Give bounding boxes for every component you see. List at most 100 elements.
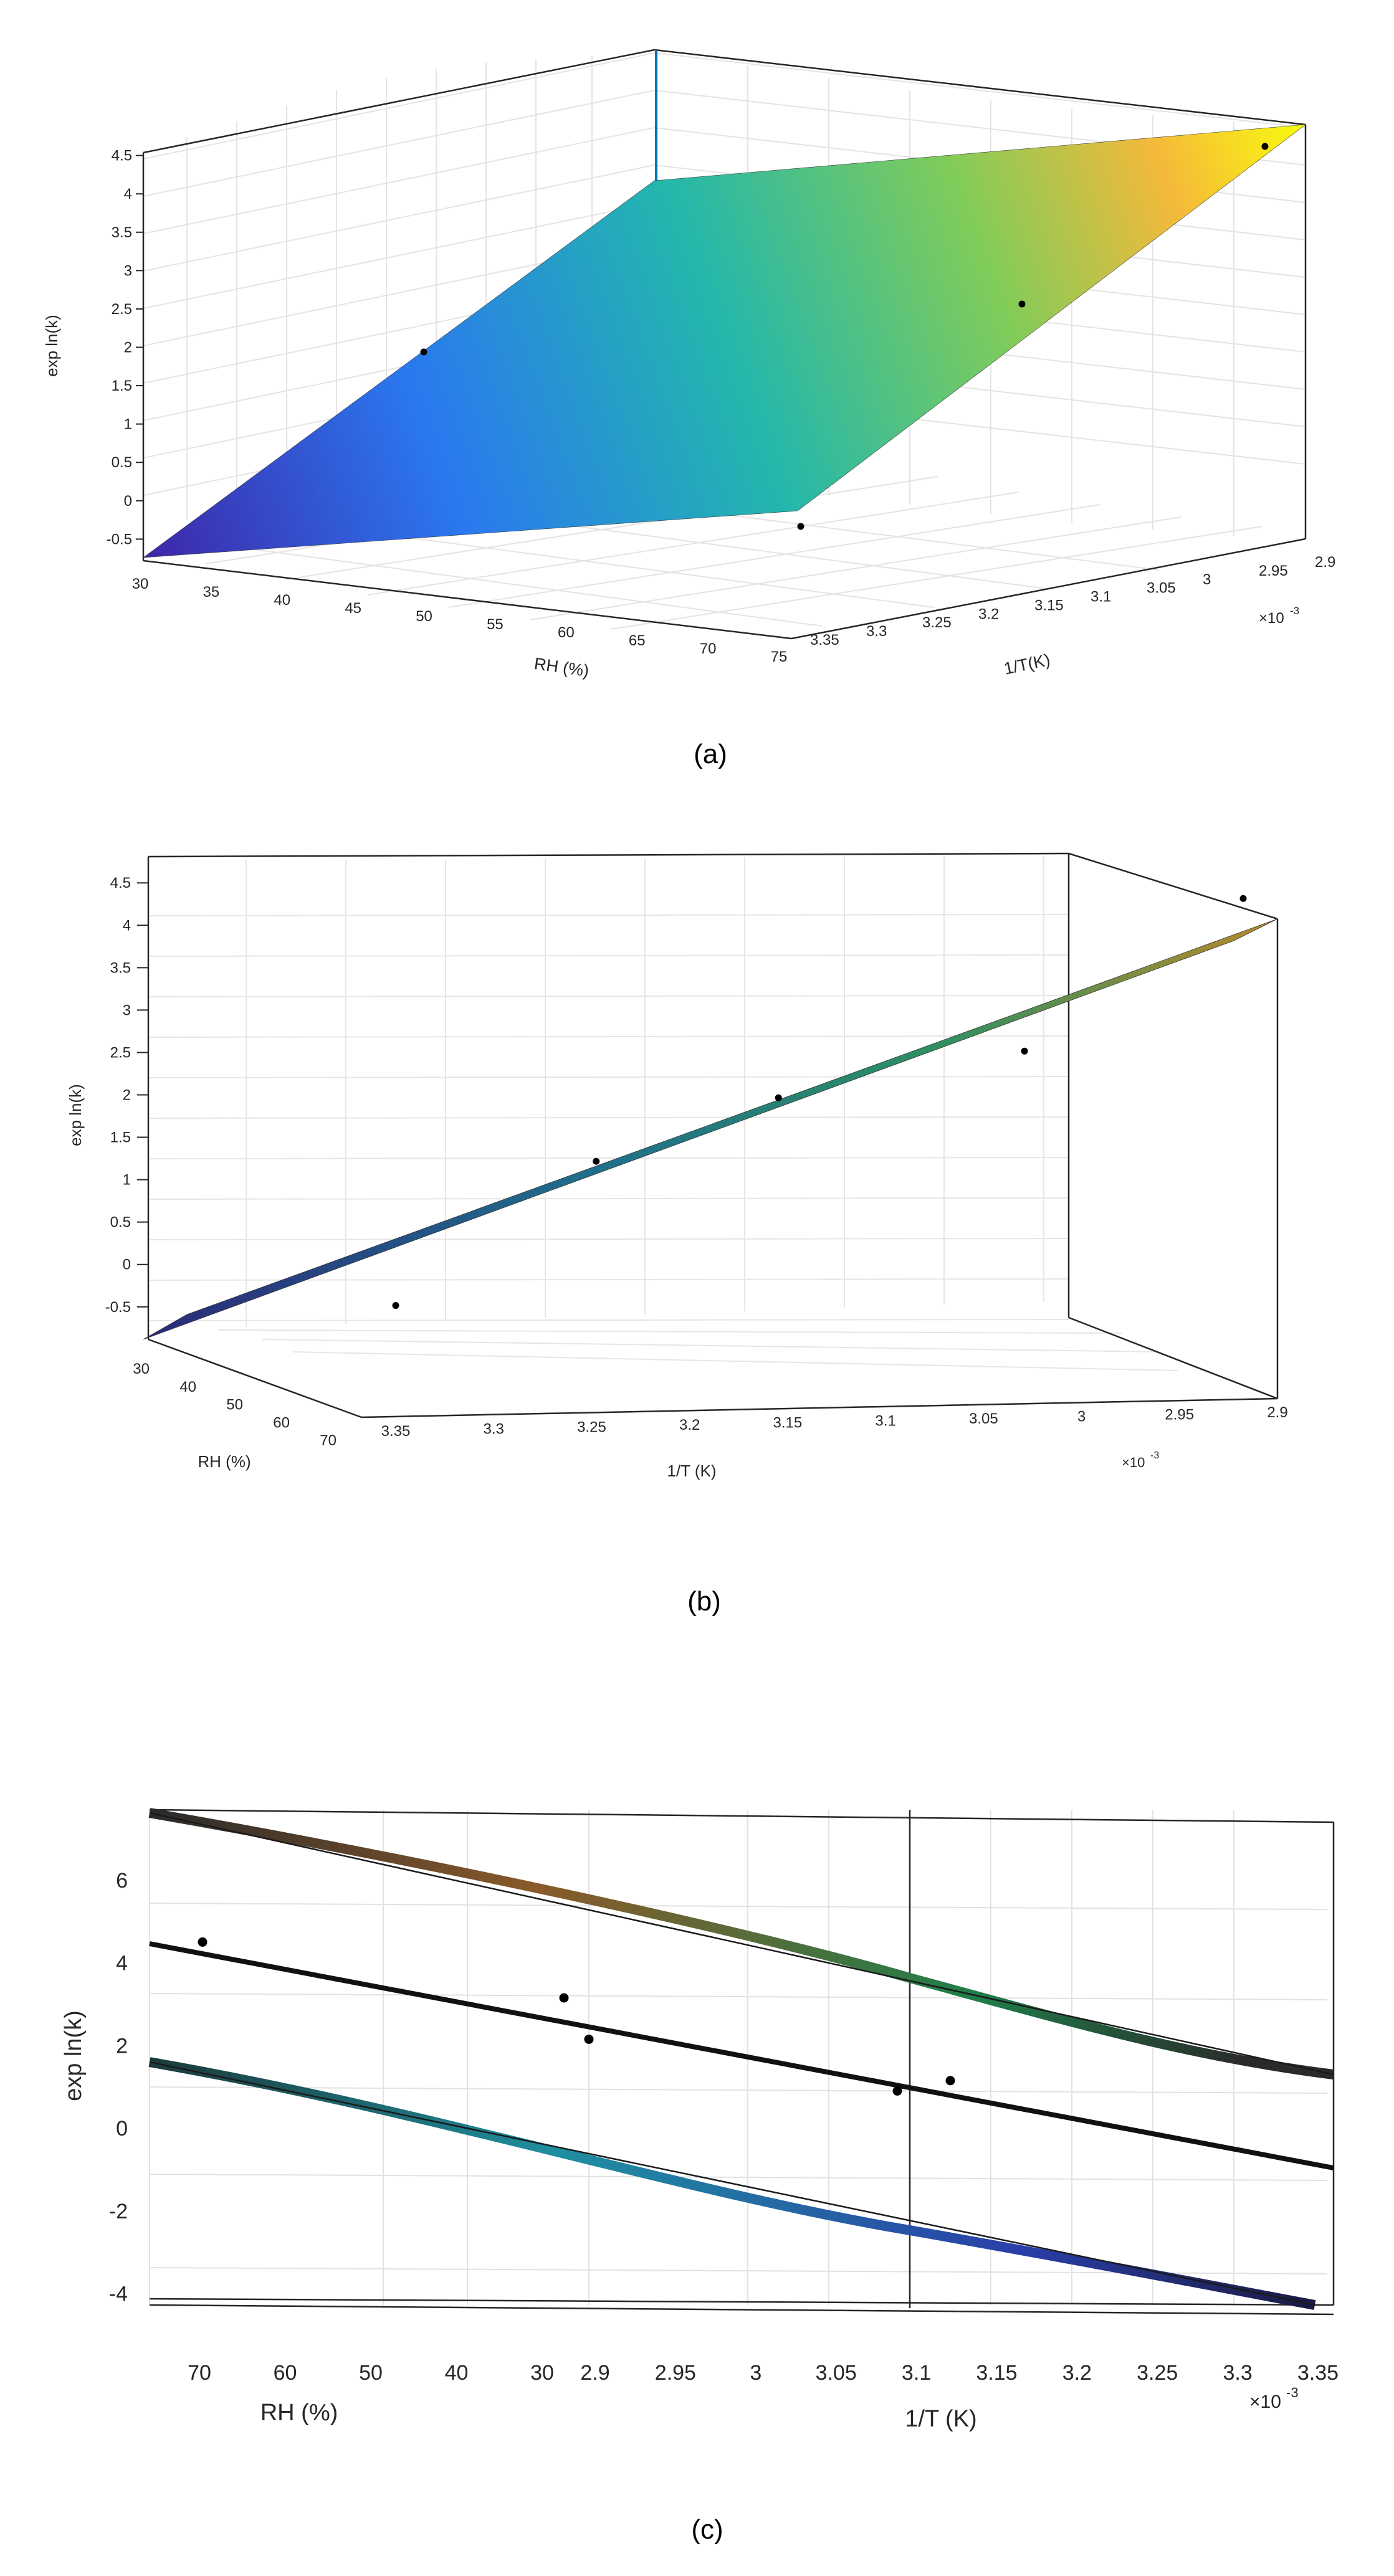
panel-c-x-label: RH (%): [260, 2400, 338, 2426]
panel-b-z-tick-8: 3.5: [110, 959, 131, 976]
panel-c-z-tick-3: 0: [116, 2117, 128, 2141]
panel-a-y-tick-0: 3.35: [810, 632, 839, 649]
panel-b-x-tick-4: 70: [320, 1432, 337, 1449]
panel-b-z-label: exp ln(k): [66, 1084, 85, 1146]
panel-b-y-tick-5: 3.1: [875, 1412, 895, 1429]
panel-a-z-tick-1: 0: [124, 493, 132, 510]
panel-c-y-tick-5: 3.15: [976, 2361, 1017, 2385]
panel-b-surface: [143, 918, 1278, 1340]
panel-c-data-points: [198, 1937, 955, 2096]
panel-b-exponent-base: ×10: [1122, 1455, 1145, 1470]
panel-b-grid: [149, 856, 1178, 1371]
panel-a-data-point-1: [797, 523, 804, 530]
panel-a-exponent-power: -3: [1290, 605, 1299, 617]
panel-c-fit-surface: [149, 1941, 1334, 2170]
panel-b-x-tick-1: 40: [179, 1379, 196, 1395]
panel-a-z-tick-0: -0.5: [107, 531, 132, 548]
panel-a-x-tick-2: 40: [274, 592, 290, 609]
panel-b-x-ticks: 30 40 50 60 70: [133, 1361, 337, 1449]
panel-c-y-tick-8: 3.3: [1223, 2361, 1252, 2385]
panel-a-z-label: exp ln(k): [42, 315, 61, 377]
panel-c: 6 4 2 0 -2 -4 70 60 50 40 30 2.9 2.95 3 3.05 3.1 3.15 3…: [60, 1808, 1339, 2545]
panel-c-y-tick-2: 3: [750, 2361, 761, 2385]
panel-c-y-label: 1/T (K): [905, 2406, 976, 2432]
panel-b-z-ticks: -0.5 0 0.5 1 1.5 2 2.5 3 3.5 4 4.5: [105, 875, 148, 1316]
panel-c-x-ticks: 70 60 50 40 30: [188, 2361, 554, 2385]
panel-b-z-tick-4: 1.5: [110, 1129, 131, 1146]
panel-c-data-point-3: [892, 2086, 902, 2096]
panel-b-y-tick-9: 2.9: [1267, 1404, 1287, 1421]
panel-a-y-tick-4: 3.15: [1034, 597, 1064, 614]
panel-a-x-tick-4: 50: [416, 608, 432, 625]
panel-a-z-tick-3: 1: [124, 416, 132, 433]
panel-c-exponent-base: ×10: [1249, 2392, 1281, 2412]
panel-b-caption: (b): [687, 1586, 721, 1617]
panel-b-data-points: [392, 895, 1247, 1309]
panel-b-data-point-4: [1239, 895, 1247, 902]
panel-b-z-tick-1: 0: [123, 1257, 131, 1273]
panel-b-exponent-power: -3: [1150, 1450, 1159, 1461]
panel-a-y-tick-7: 3: [1203, 571, 1211, 588]
panel-b-z-tick-5: 2: [123, 1087, 131, 1104]
panel-c-z-tick-2: 2: [116, 2034, 128, 2058]
panel-c-x-tick-0: 70: [188, 2361, 211, 2385]
panel-b-x-tick-3: 60: [273, 1414, 290, 1431]
panel-b-x-tick-2: 50: [226, 1397, 243, 1414]
panel-c-exponent-power: -3: [1286, 2385, 1299, 2400]
panel-c-lower-bound-surface: [148, 2057, 1316, 2310]
panel-a-x-tick-6: 60: [558, 624, 575, 641]
panel-a-x-tick-0: 30: [132, 576, 149, 592]
panel-c-z-tick-0: 6: [116, 1869, 128, 1893]
panel-b-data-point-0: [392, 1302, 399, 1309]
panel-c-caption: (c): [691, 2514, 723, 2545]
panel-c-y-tick-4: 3.1: [902, 2361, 931, 2385]
panel-c-x-tick-4: 30: [530, 2361, 554, 2385]
panel-b-y-tick-3: 3.2: [679, 1417, 700, 1433]
panel-a-y-tick-2: 3.25: [922, 614, 952, 631]
panel-b-box: [147, 852, 1279, 1419]
panel-a-y-tick-9: 2.9: [1315, 554, 1335, 571]
panel-a-x-tick-9: 75: [771, 649, 788, 665]
panel-a-caption: (a): [694, 739, 727, 769]
panel-a-x-tick-3: 45: [345, 600, 361, 617]
panel-c-data-point-1: [559, 1993, 569, 2003]
panel-b-y-tick-1: 3.3: [484, 1421, 504, 1438]
panel-a-x-label: RH (%): [533, 654, 590, 680]
panel-b-data-point-1: [593, 1157, 600, 1165]
panel-a-x-tick-1: 35: [203, 584, 220, 601]
panel-a-y-tick-6: 3.05: [1147, 580, 1176, 597]
panel-a-x-tick-5: 55: [487, 616, 504, 633]
panel-b-y-tick-4: 3.15: [773, 1415, 803, 1432]
panel-c-z-label: exp ln(k): [60, 2010, 87, 2101]
panel-c-upper-bound-line: [149, 1812, 1334, 2076]
panel-c-data-point-4: [945, 2076, 955, 2086]
panel-a-x-tick-8: 70: [700, 640, 717, 657]
panel-a-z-tick-9: 4: [124, 186, 132, 202]
panel-c-data-point-2: [584, 2034, 594, 2044]
panel-b-z-tick-9: 4: [123, 917, 131, 934]
panel-b-z-tick-10: 4.5: [110, 875, 131, 891]
panel-c-y-tick-3: 3.05: [816, 2361, 857, 2385]
panel-a-x-tick-7: 65: [629, 632, 646, 649]
panel-c-upper-bound-surface: [148, 1808, 1334, 2079]
panel-b-y-tick-2: 3.25: [577, 1419, 606, 1435]
panel-a-y-label: 1/T(K): [1002, 650, 1052, 678]
panel-a-z-tick-5: 2: [124, 340, 132, 356]
panel-b-y-tick-8: 2.95: [1165, 1406, 1194, 1423]
panel-c-x-tick-3: 40: [445, 2361, 469, 2385]
panel-a-y-tick-8: 2.95: [1259, 563, 1288, 579]
panel-c-x-tick-2: 50: [359, 2361, 383, 2385]
panel-b-z-tick-0: -0.5: [105, 1299, 131, 1316]
panel-c-z-tick-1: 4: [116, 1952, 128, 1975]
panel-b-y-tick-0: 3.35: [381, 1423, 411, 1440]
panel-a: -0.5 0 0.5 1 1.5 2 2.5 3 3.5 4 4.5 30 35 40 45 50 55 60 6…: [42, 49, 1335, 769]
panel-a-data-point-0: [420, 348, 427, 356]
panel-b-y-tick-6: 3.05: [969, 1410, 998, 1427]
panel-b-z-tick-3: 1: [123, 1172, 131, 1189]
panel-c-lower-bound-line: [149, 2061, 1315, 2306]
panel-b-y-ticks: 3.35 3.3 3.25 3.2 3.15 3.1 3.05 3 2.95 2.9: [381, 1404, 1288, 1440]
panel-b-z-tick-2: 0.5: [110, 1214, 131, 1231]
panel-b-data-point-2: [775, 1094, 782, 1101]
panel-a-z-tick-6: 2.5: [112, 301, 132, 318]
